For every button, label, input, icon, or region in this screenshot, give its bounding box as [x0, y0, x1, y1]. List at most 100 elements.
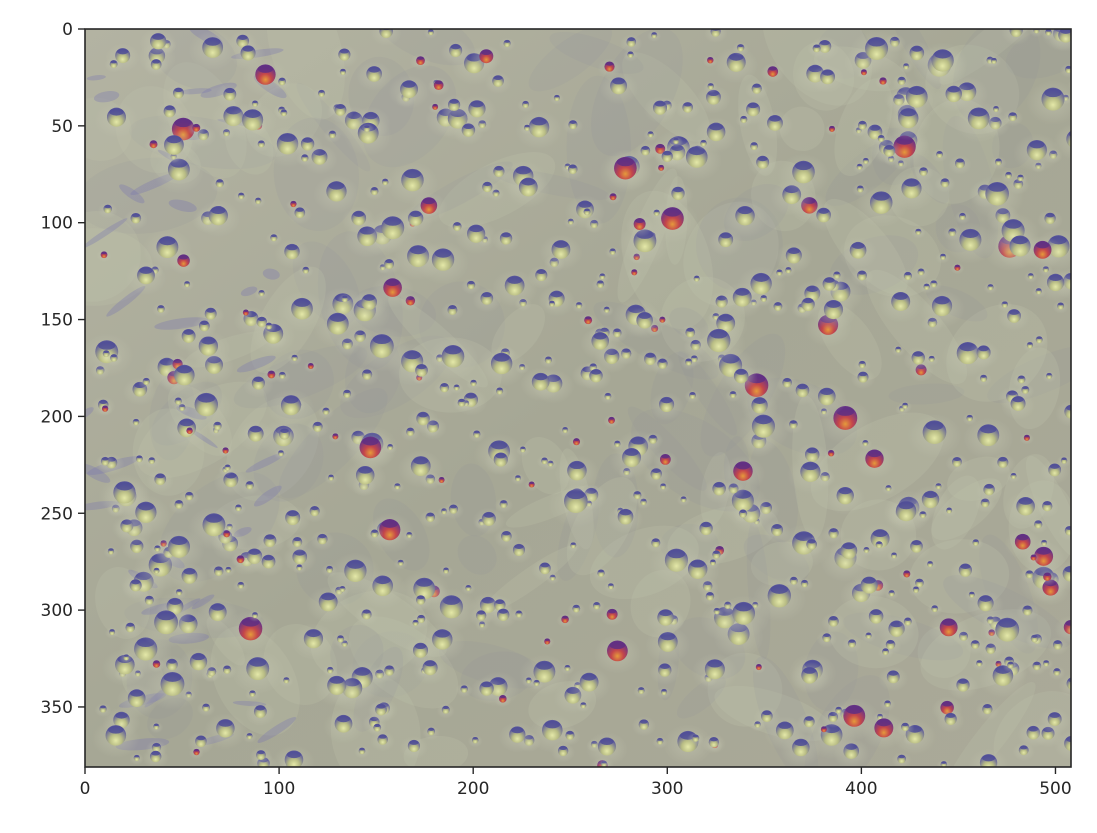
droplet-shadow	[761, 295, 767, 298]
droplet-shadow	[801, 580, 808, 583]
droplet-shadow	[104, 204, 111, 209]
droplet	[1060, 63, 1071, 78]
droplet-shadow	[280, 428, 289, 433]
droplet	[747, 151, 778, 177]
droplet	[1048, 665, 1066, 681]
droplet	[755, 293, 772, 306]
droplet	[720, 282, 764, 319]
droplet-shadow	[257, 317, 266, 322]
droplet-shadow	[751, 142, 758, 146]
droplet	[498, 721, 537, 753]
droplet-shadow	[772, 524, 782, 529]
droplet-shadow	[608, 583, 614, 586]
droplet	[119, 652, 134, 664]
droplet-shadow	[941, 178, 949, 183]
droplet-shadow	[1071, 626, 1077, 629]
droplet-shadow	[193, 124, 200, 128]
droplet-shadow	[554, 95, 560, 98]
droplet-shadow	[536, 269, 546, 275]
droplet	[859, 545, 874, 557]
droplet-shadow	[707, 659, 723, 668]
droplet-shadow	[770, 584, 789, 594]
droplet	[654, 163, 669, 175]
droplet-shadow	[504, 40, 510, 43]
droplet-shadow	[216, 179, 223, 183]
droplet-shadow	[243, 309, 249, 313]
droplet-shadow	[293, 298, 311, 307]
droplet-shadow	[610, 193, 616, 197]
droplet-shadow	[153, 743, 160, 747]
droplet-shadow	[578, 201, 592, 208]
droplet-shadow	[940, 253, 946, 257]
droplet-shadow	[593, 332, 607, 340]
droplet	[806, 203, 841, 232]
droplet	[936, 759, 952, 767]
droplet-shadow	[443, 567, 449, 571]
droplet	[168, 497, 190, 515]
droplet	[498, 37, 516, 52]
droplet	[484, 448, 518, 476]
droplet-shadow	[413, 620, 418, 623]
droplet	[1056, 455, 1071, 468]
droplet	[144, 137, 163, 153]
droplet	[436, 703, 455, 719]
droplet-shadow	[117, 48, 129, 55]
droplet	[830, 704, 847, 718]
droplet-shadow	[942, 701, 953, 707]
droplet	[345, 430, 396, 472]
droplet-shadow	[904, 272, 911, 276]
droplet-shadow	[183, 329, 194, 335]
droplet	[221, 565, 236, 577]
droplet-shadow	[1002, 301, 1008, 305]
x-axis: 0 100 200 300 400 500	[80, 767, 1072, 799]
droplet	[702, 55, 718, 68]
droplet-shadow	[385, 259, 393, 264]
droplet-shadow	[806, 447, 818, 454]
droplet-shadow	[1006, 172, 1012, 175]
droplet-shadow	[822, 69, 834, 76]
droplet	[554, 455, 600, 493]
droplet	[128, 416, 144, 430]
droplet	[620, 34, 643, 53]
droplet	[972, 658, 987, 671]
droplet-shadow	[858, 372, 868, 377]
droplet	[397, 450, 444, 488]
droplet	[823, 448, 839, 461]
droplet	[180, 279, 195, 291]
droplet	[1040, 29, 1057, 40]
droplet-shadow	[569, 164, 577, 169]
droplet-shadow	[648, 131, 653, 134]
droplet	[356, 61, 393, 92]
droplet	[354, 326, 410, 373]
droplet	[143, 55, 169, 77]
droplet	[990, 453, 1016, 475]
droplet	[605, 191, 622, 205]
droplet-shadow	[131, 213, 140, 218]
texture-streak	[119, 184, 145, 204]
droplet-shadow	[359, 747, 365, 751]
droplet	[950, 559, 981, 585]
droplet	[187, 121, 206, 137]
droplet-shadow	[878, 135, 884, 138]
droplet	[878, 666, 909, 692]
droplet-shadow	[426, 512, 434, 517]
droplet-shadow	[973, 539, 979, 542]
droplet-shadow	[1054, 640, 1062, 645]
droplet-shadow	[960, 564, 971, 570]
droplet	[488, 604, 518, 629]
droplet-shadow	[667, 549, 686, 559]
droplet	[515, 110, 563, 150]
droplet	[228, 102, 277, 144]
droplet-shadow	[559, 746, 568, 751]
texture-streak	[106, 285, 146, 317]
droplet-shadow	[342, 295, 348, 299]
droplet-shadow	[786, 267, 791, 270]
droplet-shadow	[385, 665, 394, 670]
droplet-shadow	[984, 484, 994, 489]
droplet-shadow	[795, 161, 812, 171]
droplet-shadow	[861, 69, 867, 72]
droplet-shadow	[215, 566, 223, 571]
droplet	[1012, 742, 1036, 762]
droplet-shadow	[904, 570, 910, 574]
droplet-shadow	[886, 640, 895, 644]
